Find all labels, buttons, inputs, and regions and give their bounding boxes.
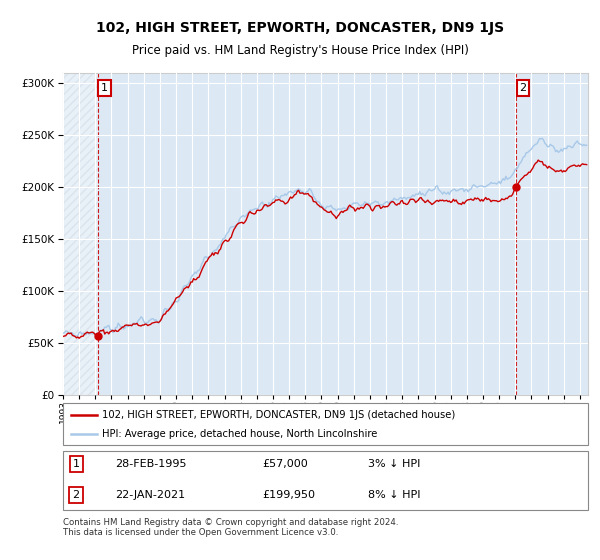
Text: 2: 2 — [520, 83, 526, 93]
FancyBboxPatch shape — [63, 451, 588, 510]
Bar — [63, 73, 98, 395]
Text: 2: 2 — [73, 490, 80, 500]
FancyBboxPatch shape — [63, 403, 588, 445]
Text: 102, HIGH STREET, EPWORTH, DONCASTER, DN9 1JS (detached house): 102, HIGH STREET, EPWORTH, DONCASTER, DN… — [103, 409, 455, 419]
Text: £57,000: £57,000 — [263, 459, 308, 469]
Text: Contains HM Land Registry data © Crown copyright and database right 2024.
This d: Contains HM Land Registry data © Crown c… — [63, 518, 398, 538]
Text: 28-FEB-1995: 28-FEB-1995 — [115, 459, 187, 469]
Text: 8% ↓ HPI: 8% ↓ HPI — [367, 490, 420, 500]
Text: Price paid vs. HM Land Registry's House Price Index (HPI): Price paid vs. HM Land Registry's House … — [131, 44, 469, 57]
Text: 3% ↓ HPI: 3% ↓ HPI — [367, 459, 420, 469]
Text: £199,950: £199,950 — [263, 490, 316, 500]
Text: 1: 1 — [101, 83, 108, 93]
Text: 1: 1 — [73, 459, 80, 469]
Text: 22-JAN-2021: 22-JAN-2021 — [115, 490, 185, 500]
Text: 102, HIGH STREET, EPWORTH, DONCASTER, DN9 1JS: 102, HIGH STREET, EPWORTH, DONCASTER, DN… — [96, 21, 504, 35]
Text: HPI: Average price, detached house, North Lincolnshire: HPI: Average price, detached house, Nort… — [103, 429, 378, 439]
